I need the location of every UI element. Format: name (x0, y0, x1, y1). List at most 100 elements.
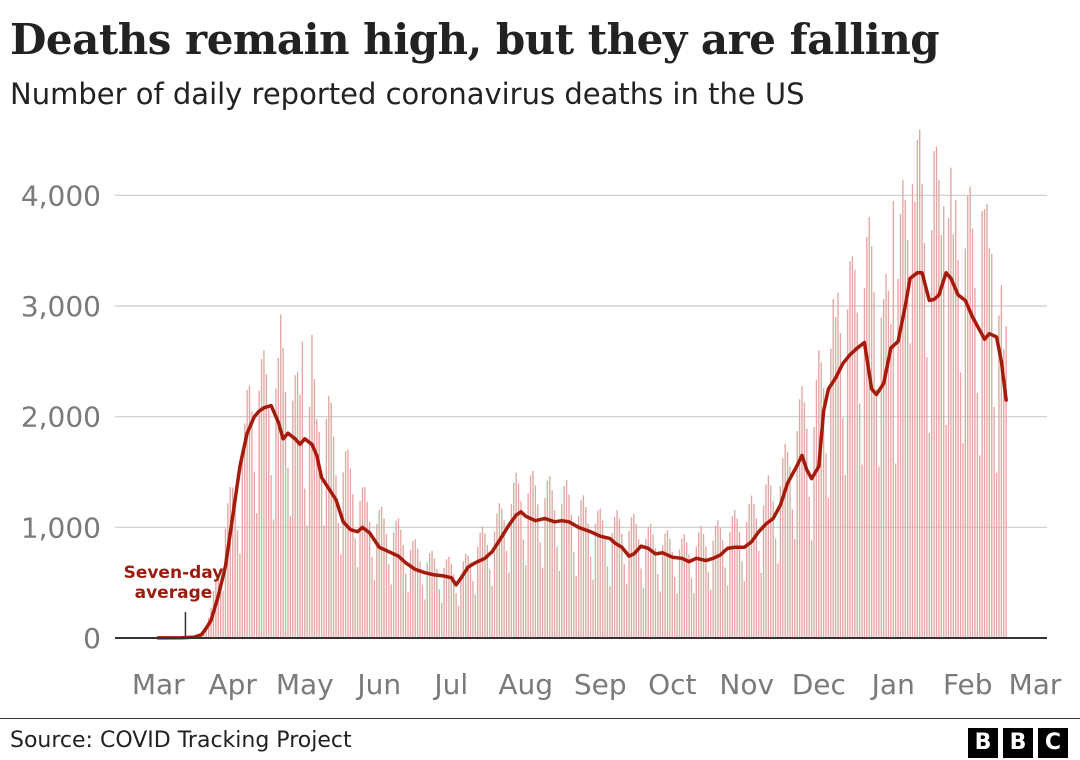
daily-bar (364, 486, 366, 638)
daily-bar (344, 451, 347, 638)
daily-bar (976, 393, 979, 638)
daily-bar (208, 617, 210, 638)
daily-bar (484, 533, 486, 638)
daily-bar (599, 508, 601, 638)
daily-bar (856, 312, 858, 638)
daily-bar (674, 577, 676, 638)
daily-bar (450, 563, 452, 638)
daily-bar (979, 455, 981, 638)
daily-bar (594, 523, 597, 638)
daily-bar (236, 530, 239, 638)
daily-bar (813, 427, 815, 638)
daily-bar (477, 546, 479, 638)
daily-bar (299, 394, 301, 638)
daily-bar (416, 548, 419, 638)
daily-bar (921, 184, 923, 638)
daily-bar (457, 605, 460, 638)
daily-bar (806, 428, 808, 638)
daily-bar (481, 526, 484, 638)
daily-bar (808, 496, 810, 638)
daily-bar (376, 523, 378, 639)
daily-bar (400, 529, 402, 638)
daily-bar (662, 545, 664, 638)
daily-bar (474, 594, 476, 638)
daily-bar (409, 549, 412, 638)
daily-bar (870, 246, 873, 639)
daily-bar (897, 278, 899, 638)
daily-bar (577, 516, 580, 638)
daily-bar (935, 146, 938, 638)
daily-bar (510, 504, 513, 638)
daily-bar (246, 389, 248, 638)
daily-bar (863, 288, 866, 638)
daily-bar (712, 540, 714, 638)
daily-bar (741, 561, 743, 638)
daily-bar (810, 540, 813, 638)
daily-bar (858, 403, 861, 638)
x-tick-label: May (276, 668, 334, 701)
deaths-chart: 0 1,000 2,000 3,000 4,000 Mar Apr May Jun Jul Aug S… (21, 129, 1062, 701)
bbc-logo-letter: C (1038, 728, 1068, 758)
x-tick-label: Mar (1009, 668, 1062, 701)
daily-bar (909, 343, 911, 638)
daily-bar (529, 475, 532, 638)
daily-bar (738, 531, 741, 638)
daily-bar (553, 510, 556, 638)
daily-bar (587, 523, 589, 638)
daily-bar (613, 516, 616, 638)
daily-bar (782, 458, 784, 638)
daily-bar (940, 235, 942, 639)
daily-bar (304, 488, 306, 638)
daily-bar (251, 411, 253, 638)
daily-bar (854, 269, 856, 638)
daily-bar (767, 475, 770, 638)
daily-bar (722, 540, 724, 638)
daily-bar (316, 418, 318, 638)
daily-bar (486, 545, 488, 638)
daily-bar (774, 538, 777, 638)
daily-bar (347, 449, 349, 638)
daily-bar (606, 566, 609, 638)
daily-bar (729, 532, 731, 638)
daily-bar (635, 524, 637, 638)
daily-bar (621, 534, 623, 638)
daily-bar (556, 546, 558, 638)
daily-bar (404, 573, 407, 638)
daily-bar (275, 388, 277, 638)
daily-bar (983, 209, 986, 639)
daily-bar (601, 520, 604, 638)
daily-bar (839, 332, 842, 638)
daily-bar (637, 539, 640, 638)
daily-bar (573, 551, 575, 638)
daily-bar (669, 539, 671, 638)
daily-bar (592, 579, 594, 638)
daily-bar (570, 514, 573, 638)
daily-bar (988, 248, 991, 638)
daily-bar (373, 580, 376, 638)
daily-bar (205, 625, 207, 638)
daily-bar (258, 390, 260, 638)
daily-bar (947, 218, 950, 638)
daily-bar (880, 317, 882, 638)
bbc-logo-letter: B (1003, 728, 1033, 758)
daily-bar (686, 542, 688, 638)
daily-bar (445, 559, 448, 638)
x-tick-label: Jun (355, 668, 401, 701)
daily-bar (671, 552, 673, 638)
bbc-logo: B B C (968, 728, 1068, 758)
daily-bar (911, 184, 914, 638)
daily-bar (287, 467, 289, 638)
daily-bar (688, 554, 690, 638)
daily-bar (525, 564, 527, 638)
daily-bar (515, 472, 517, 638)
daily-bar (224, 528, 227, 638)
daily-bar (575, 575, 577, 638)
daily-bar (263, 350, 265, 638)
daily-bar (551, 490, 553, 638)
daily-bar (902, 180, 904, 638)
daily-bar (916, 140, 918, 638)
daily-bar (582, 495, 585, 638)
daily-bar (349, 468, 352, 638)
daily-bar (498, 503, 501, 639)
daily-bar (280, 314, 282, 638)
